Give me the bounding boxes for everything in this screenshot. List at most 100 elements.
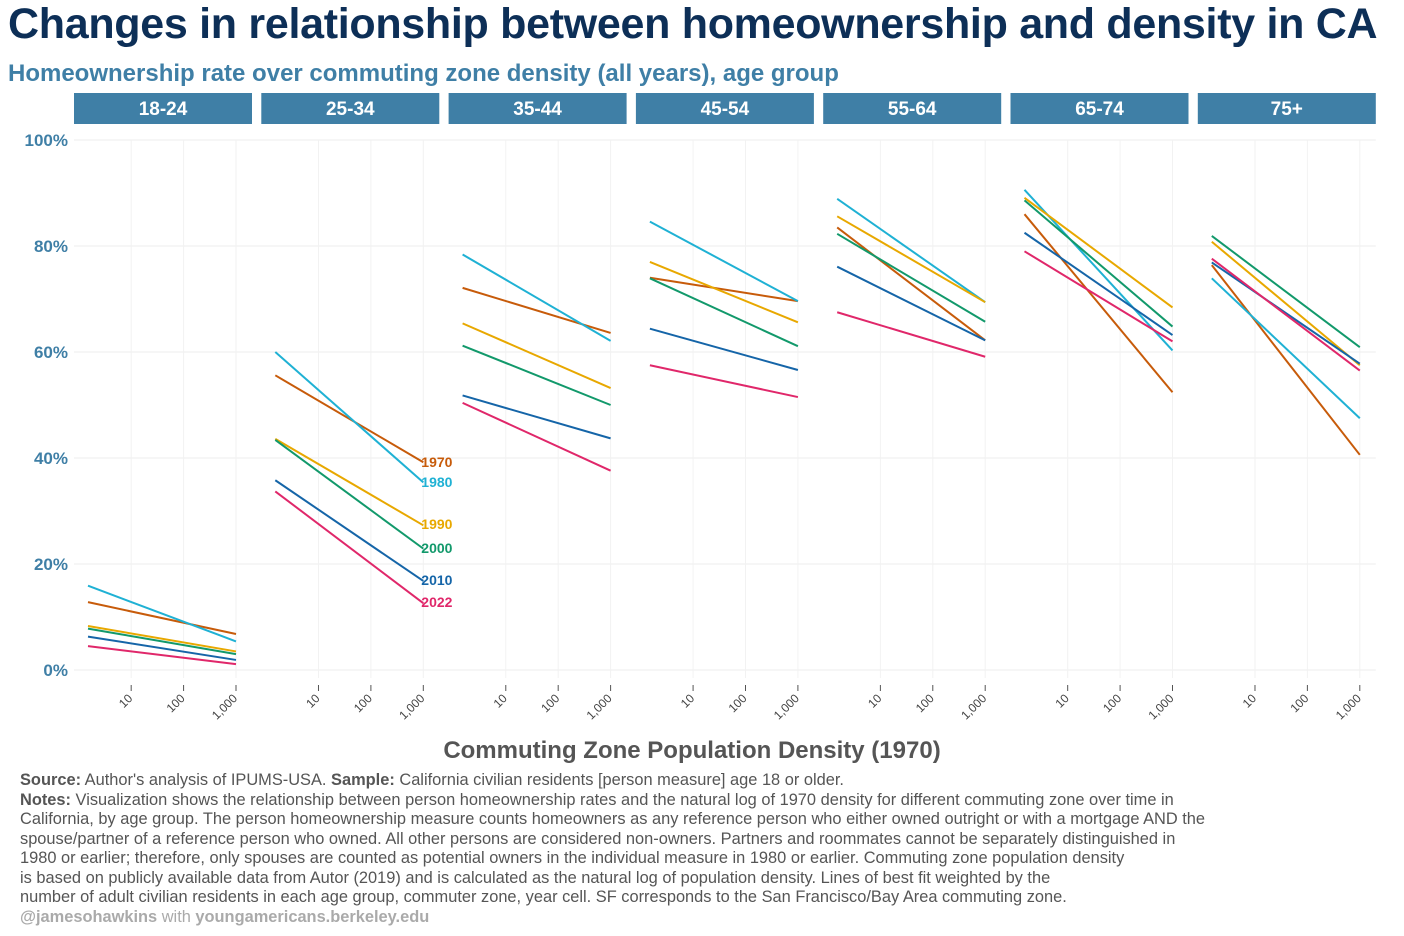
y-tick-label: 100% [25, 131, 68, 150]
facet-header-65-74 [1010, 93, 1189, 124]
facet-label: 55-64 [888, 99, 937, 120]
series-line-1970-65-74 [1023, 213, 1174, 393]
facet-label: 25-34 [326, 99, 375, 120]
x-tick-label: 100 [538, 691, 562, 715]
footer-notes-line: spouse/partner of a reference person who… [20, 830, 1390, 850]
x-tick-label: 10 [116, 691, 136, 711]
x-tick-label: 10 [491, 691, 511, 711]
notes-label: Notes: [20, 790, 71, 809]
x-tick-label: 1,000 [771, 691, 802, 722]
credit-handle[interactable]: @jamesohawkins [20, 907, 158, 926]
chart-subtitle: Homeownership rate over commuting zone d… [8, 60, 839, 87]
chart-title: Changes in relationship between homeowne… [8, 0, 1378, 48]
chart-footer: Source: Author's analysis of IPUMS-USA. … [20, 771, 1390, 927]
x-tick-label: 1,000 [584, 691, 615, 722]
x-tick-label: 1,000 [958, 691, 989, 722]
y-tick-label: 80% [34, 237, 68, 256]
series-line-1990-18-24 [87, 625, 237, 653]
series-line-1970-45-54 [649, 276, 799, 303]
series-line-2000-75+ [1211, 235, 1361, 349]
x-tick-label: 10 [1052, 691, 1072, 711]
sample-label: Sample: [331, 771, 395, 789]
series-line-2010-45-54 [649, 327, 799, 371]
facet-label: 18-24 [139, 99, 188, 120]
series-line-1970-55-64 [836, 226, 986, 342]
series-line-2000-18-24 [87, 627, 237, 656]
series-line-1980-18-24 [87, 584, 237, 643]
x-tick-label: 100 [351, 691, 375, 715]
facet-header-25-34 [261, 93, 440, 124]
notes-text-0: Visualization shows the relationship bet… [71, 790, 1174, 809]
footer-notes-line: is based on publicly available data from… [20, 869, 1390, 889]
series-line-2010-55-64 [836, 265, 986, 342]
footer-notes-line: California, by age group. The person hom… [20, 810, 1390, 830]
series-line-1980-55-64 [836, 198, 986, 303]
series-line-2022-35-44 [462, 401, 612, 472]
facet-header-55-64 [823, 93, 1002, 124]
y-tick-label: 0% [43, 661, 68, 680]
x-axis-title: Commuting Zone Population Density (1970) [443, 737, 940, 764]
facet-header-35-44 [448, 93, 627, 124]
series-line-1970-25-34 [274, 374, 424, 464]
facet-header-18-24 [74, 93, 252, 124]
series-line-2000-55-64 [836, 232, 986, 323]
series-line-2010-65-74 [1023, 231, 1174, 336]
series-label-2022: 2022 [421, 594, 452, 610]
series-line-2010-18-24 [87, 635, 237, 661]
x-tick-label: 1,000 [1333, 691, 1364, 722]
series-line-1980-25-34 [274, 351, 424, 484]
series-line-1990-35-44 [462, 322, 612, 389]
facet-header-45-54 [635, 93, 814, 124]
x-tick-label: 1,000 [1145, 691, 1176, 722]
series-line-1990-25-34 [274, 438, 424, 527]
facet-label: 65-74 [1075, 99, 1124, 120]
source-text: Author's analysis of IPUMS-USA. [81, 771, 332, 789]
series-line-1980-75+ [1211, 277, 1361, 419]
series-line-2022-55-64 [836, 311, 986, 358]
x-tick-label: 10 [303, 691, 323, 711]
series-line-2022-18-24 [87, 645, 237, 666]
x-tick-label: 100 [1100, 691, 1124, 715]
series-label-1970: 1970 [421, 454, 452, 470]
faceted-line-chart: 0% 20% 40% 60% 80% 100% 18-24 10 100 1,000 25-34 10… [25, 93, 1376, 764]
x-tick-label: 10 [865, 691, 885, 711]
series-line-1980-45-54 [649, 220, 799, 303]
facet-label: 45-54 [701, 99, 750, 120]
series-line-1970-35-44 [462, 286, 611, 334]
notes-text-5: number of adult civilian residents in ea… [20, 888, 1067, 906]
series-line-2000-25-34 [274, 439, 424, 550]
series-line-2010-25-34 [274, 479, 424, 582]
credit-site-link[interactable]: youngamericans.berkeley.edu [195, 907, 430, 926]
series-line-2010-35-44 [462, 394, 611, 440]
credit-with: with [157, 907, 196, 926]
facet-header-75+ [1197, 93, 1376, 124]
series-line-2022-75+ [1211, 257, 1361, 372]
x-tick-label: 100 [726, 691, 750, 715]
footer-notes-line: Notes: Visualization shows the relations… [20, 791, 1390, 811]
series-line-2022-45-54 [649, 364, 799, 399]
y-tick-label: 60% [34, 343, 68, 362]
series-line-1970-75+ [1211, 264, 1361, 456]
series-line-1990-65-74 [1023, 196, 1174, 309]
series-line-1990-75+ [1211, 240, 1361, 367]
series-label-2000: 2000 [421, 540, 452, 556]
series-line-1990-45-54 [649, 260, 799, 324]
series-line-2022-25-34 [274, 490, 424, 605]
x-tick-label: 100 [913, 691, 937, 715]
series-line-1990-55-64 [836, 215, 986, 304]
source-label: Source: [20, 771, 82, 789]
notes-text-2: spouse/partner of a reference person who… [20, 829, 1176, 848]
series-line-2000-65-74 [1023, 199, 1174, 328]
series-line-2010-75+ [1211, 261, 1361, 365]
series-label-1980: 1980 [421, 474, 452, 490]
footer-notes-line: number of adult civilian residents in ea… [20, 888, 1390, 908]
sample-text: California civilian residents [person me… [394, 771, 844, 789]
notes-text-1: California, by age group. The person hom… [20, 810, 1206, 828]
x-tick-label: 10 [678, 691, 698, 711]
notes-text-4: is based on publicly available data from… [20, 868, 1051, 887]
x-tick-label: 1,000 [209, 691, 240, 722]
x-tick-label: 10 [1240, 691, 1260, 711]
y-tick-label: 40% [34, 449, 68, 468]
footer-source-line: Source: Author's analysis of IPUMS-USA. … [20, 771, 1390, 791]
footer-credit-line: @jamesohawkins with youngamericans.berke… [20, 908, 1390, 928]
